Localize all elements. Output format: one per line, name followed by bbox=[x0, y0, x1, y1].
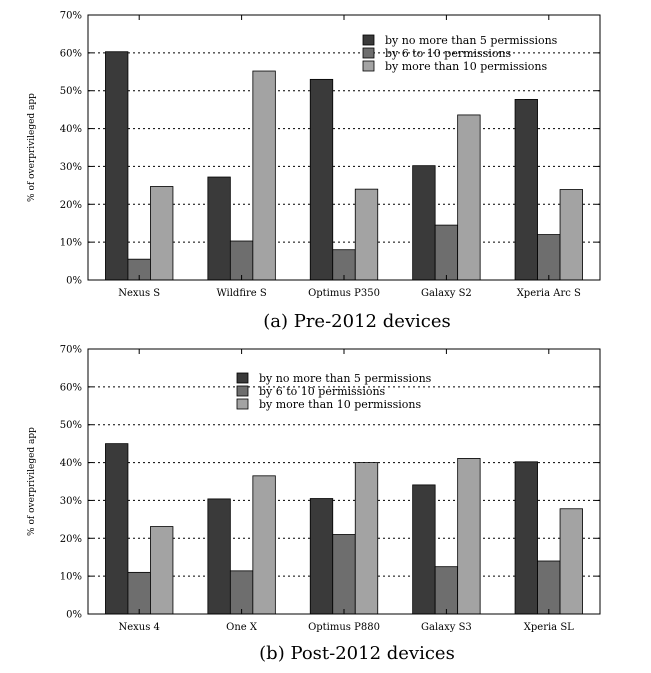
y-tick-label: 10% bbox=[60, 572, 82, 583]
bar bbox=[252, 475, 276, 615]
x-tick-label: One X bbox=[226, 622, 258, 633]
y-tick-label: 70% bbox=[60, 11, 82, 22]
x-tick-label: Nexus 4 bbox=[118, 622, 159, 633]
x-tick-label: Wildfire S bbox=[216, 288, 266, 299]
x-tick-label: Optimus P350 bbox=[308, 288, 380, 299]
y-tick-label: 20% bbox=[60, 200, 82, 211]
bar bbox=[514, 461, 538, 615]
legend-label: by 6 to 10 permissions bbox=[385, 47, 512, 60]
bar bbox=[207, 176, 231, 281]
legend-swatch bbox=[236, 372, 249, 384]
x-tick-label: Xperia Arc S bbox=[517, 288, 581, 299]
y-tick-label: 50% bbox=[60, 420, 82, 431]
y-tick-label: 50% bbox=[60, 86, 82, 97]
y-axis-label: % of overprivileged app bbox=[27, 93, 37, 202]
bar bbox=[229, 570, 254, 615]
x-tick-label: Xperia SL bbox=[524, 622, 574, 633]
y-tick-label: 0% bbox=[66, 276, 82, 287]
bar bbox=[105, 443, 129, 615]
bar bbox=[559, 189, 583, 281]
x-tick-label: Optimus P880 bbox=[308, 622, 380, 633]
legend-label: by no more than 5 permissions bbox=[385, 34, 558, 47]
bar bbox=[229, 240, 254, 281]
bar bbox=[537, 234, 561, 281]
legend-swatch bbox=[362, 60, 375, 72]
chart-panel-b: 0% 10% 20% 30% 40% 50% 60% 70% Nexus 4 One X Optim… bbox=[27, 345, 601, 664]
bar bbox=[127, 571, 151, 615]
y-tick-label: 40% bbox=[60, 458, 82, 469]
x-tick-label: Galaxy S2 bbox=[421, 288, 472, 299]
bar bbox=[412, 165, 436, 281]
bar bbox=[150, 526, 174, 615]
chart-caption: (a) Pre-2012 devices bbox=[263, 311, 451, 332]
bar bbox=[252, 70, 276, 281]
y-tick-label: 70% bbox=[60, 345, 82, 356]
x-tick-label: Nexus S bbox=[118, 288, 160, 299]
bar bbox=[150, 186, 174, 281]
y-tick-label: 0% bbox=[66, 610, 82, 621]
bar bbox=[332, 534, 356, 615]
bar bbox=[309, 78, 334, 281]
y-tick-label: 40% bbox=[60, 124, 82, 135]
legend-label: by 6 to 10 permissions bbox=[259, 385, 386, 398]
legend-swatch bbox=[236, 398, 249, 410]
bar bbox=[434, 566, 459, 615]
bar bbox=[354, 188, 379, 281]
y-tick-label: 20% bbox=[60, 534, 82, 545]
x-tick-label: Galaxy S3 bbox=[421, 622, 472, 633]
bar bbox=[354, 462, 379, 615]
bar bbox=[514, 99, 538, 281]
bar bbox=[309, 498, 334, 615]
legend-swatch bbox=[236, 385, 249, 397]
chart-caption: (b) Post-2012 devices bbox=[259, 643, 455, 664]
legend-label: by no more than 5 permissions bbox=[259, 372, 432, 385]
plot-frame bbox=[87, 14, 601, 281]
y-tick-label: 60% bbox=[60, 382, 82, 393]
y-tick-label: 30% bbox=[60, 162, 82, 173]
legend-swatch bbox=[362, 34, 375, 46]
y-tick-label: 60% bbox=[60, 48, 82, 59]
bar bbox=[457, 114, 481, 281]
y-tick-label: 30% bbox=[60, 496, 82, 507]
bar bbox=[434, 224, 459, 281]
bar bbox=[457, 458, 481, 615]
legend-swatch bbox=[362, 47, 375, 59]
bar bbox=[537, 560, 561, 615]
legend-label: by more than 10 permissions bbox=[259, 398, 421, 411]
bar bbox=[105, 51, 129, 281]
y-tick-label: 10% bbox=[60, 238, 82, 249]
plot-frame bbox=[87, 348, 601, 615]
chart-panel-a: 0% 10% 20% 30% 40% 50% 60% 70% Nexus S Wildfire S… bbox=[27, 11, 601, 332]
y-axis-label: % of overprivileged app bbox=[27, 427, 37, 536]
bar bbox=[559, 508, 583, 615]
legend-label: by more than 10 permissions bbox=[385, 60, 547, 73]
bar bbox=[412, 484, 436, 615]
bar bbox=[207, 498, 231, 615]
